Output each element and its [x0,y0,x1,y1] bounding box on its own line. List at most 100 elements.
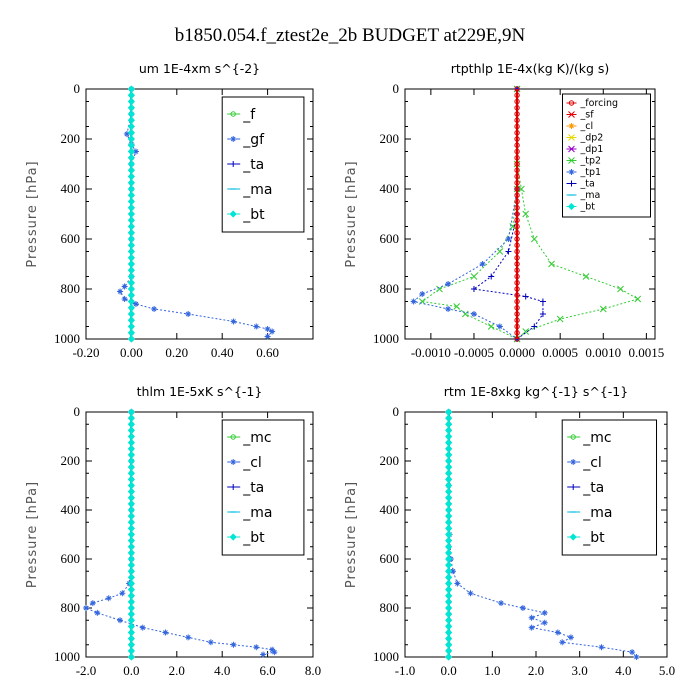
y-tick-label: 800 [380,600,400,615]
series-tp1 [410,86,521,342]
y-tick-label: 200 [61,131,81,146]
legend: _f _gf _ta _ma _bt [221,96,305,233]
data-point [445,451,453,459]
data-point [119,590,126,597]
x-tick-label: 2.0 [528,663,544,678]
data-point [105,595,112,602]
data-point [445,469,453,477]
legend-marker [568,157,575,164]
x-tick-label: 1.0 [484,663,500,678]
data-point [445,500,453,508]
data-point [629,649,636,656]
y-tick-label: 600 [61,231,81,246]
data-point [123,131,130,137]
data-point [445,635,453,643]
data-point [479,261,486,267]
y-tick-label: 0 [74,81,81,96]
data-point [127,586,135,594]
legend-label: _bt [242,207,265,223]
data-point [132,301,139,307]
plot-frame [85,411,314,658]
data-point [445,306,452,312]
data-point [488,273,495,280]
legend-label: _cl [580,121,594,132]
data-point [598,644,605,651]
series-bt [127,408,135,661]
data-point [514,267,520,273]
series-line [420,89,518,340]
data-point [127,414,135,422]
data-point [522,293,529,300]
data-point [127,598,135,606]
x-tick-label: 0.20 [165,345,188,360]
data-point [127,322,135,331]
y-tick-label: 600 [380,231,400,246]
data-point [514,280,520,286]
y-tick-label: 200 [380,453,400,468]
legend-label: _tp2 [580,156,602,167]
data-point [539,298,546,305]
x-tick-label: 0.00 [120,345,143,360]
plot-frame [404,88,656,340]
y-tick-label: 600 [380,551,400,566]
legend-marker [230,136,237,142]
data-point [185,311,192,317]
data-point [127,592,135,600]
data-point [127,210,135,218]
data-point [127,235,135,243]
data-point [127,191,135,199]
data-point [470,311,477,317]
legend-label: _ta [580,179,595,190]
x-tick-label: 2.0 [169,663,185,678]
chart-panel-3: thlm 1E-5xK s^{-1} Pressure [hPa] 0 200 400 6… [25,384,321,678]
data-point [541,609,548,616]
chart-panel-2: rtpthlp 1E-4x(kg K)/(kg s) Pressure [hPa]… [344,61,664,360]
legend-marker [229,210,237,218]
data-point [514,323,520,330]
data-point [445,549,453,557]
data-point [117,288,124,295]
legend-marker [568,134,575,141]
data-point [445,579,453,588]
data-point [450,568,457,575]
data-point [514,261,520,267]
data-point [419,291,426,297]
x-tick-label: 8.0 [305,663,321,678]
data-point [514,92,520,98]
y-tick-label: 400 [380,502,400,517]
data-point [445,524,453,532]
data-point [269,646,276,653]
legend-label: _ma [582,505,612,521]
data-point [127,610,135,618]
legend-marker [230,434,236,440]
data-point [505,236,512,242]
x-tick-label: -1.0 [395,663,416,678]
data-point [89,600,96,607]
legend-label: _gf [242,132,265,148]
data-point [127,647,135,655]
data-point [487,323,495,330]
data-point [127,154,135,162]
data-point [94,609,101,616]
data-point [264,333,271,340]
data-point [445,432,453,441]
y-tick-label: 800 [61,281,81,296]
data-point [253,323,260,330]
data-point [127,543,135,551]
legend-marker [567,202,576,211]
y-tick-label: 1000 [373,649,399,664]
data-point [541,619,548,626]
data-point [127,439,135,447]
data-point [127,469,135,477]
data-point [127,172,135,181]
data-point [127,494,135,502]
legend-label: _mc [242,430,271,446]
legend-label: _tp1 [580,167,602,178]
data-point [514,236,520,242]
legend-label: _forcing [580,98,619,109]
data-point [127,135,135,143]
series-forcing [514,86,520,342]
legend: _forcing_sf_cl_dp2_dp1_tp2_tp1_ta_ma_bt [562,93,651,218]
data-point [139,624,146,631]
data-point [127,229,135,237]
